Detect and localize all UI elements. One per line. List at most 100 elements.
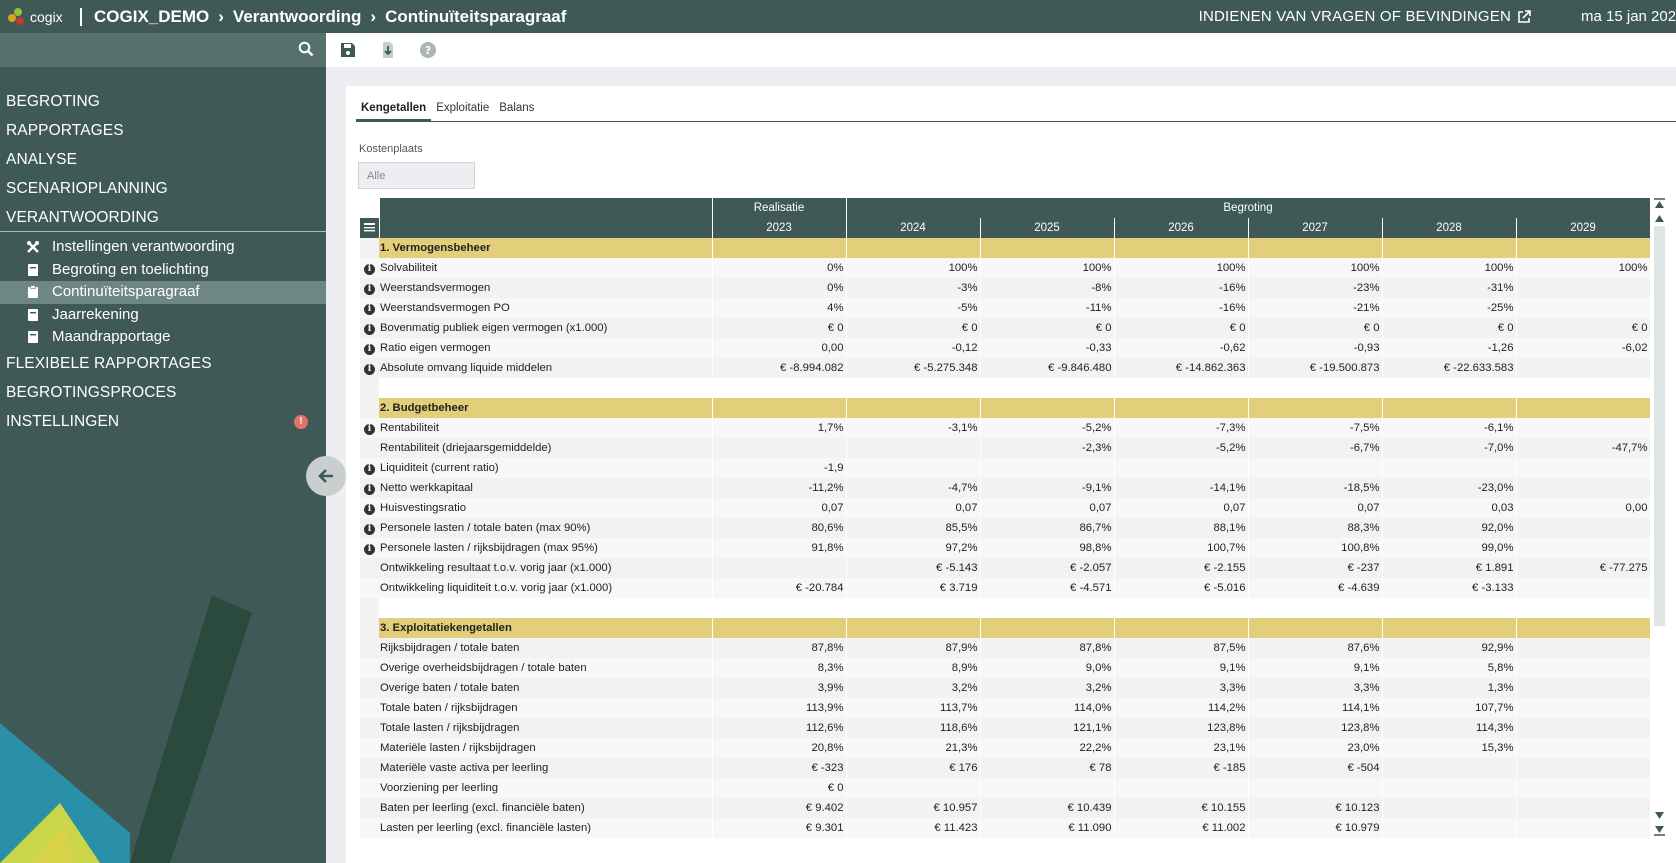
table-row[interactable]: i Weerstandsvermogen 0% -3% -8% -16% -23% -31% — [360, 278, 1651, 298]
info-icon[interactable]: i — [364, 423, 375, 435]
value-cell[interactable]: 8,3% — [712, 658, 847, 678]
value-cell[interactable]: -8% — [980, 278, 1115, 298]
value-cell[interactable]: 85,5% — [846, 518, 981, 538]
value-cell[interactable]: € -20.784 — [712, 578, 847, 598]
value-cell[interactable] — [1382, 798, 1517, 818]
value-cell[interactable]: 3,3% — [1114, 678, 1249, 698]
value-cell[interactable]: € 0 — [712, 778, 847, 798]
info-icon[interactable]: i — [364, 343, 375, 355]
value-cell[interactable]: -3% — [846, 278, 981, 298]
value-cell[interactable]: € -323 — [712, 758, 847, 778]
table-row[interactable]: Overige baten / totale baten 3,9% 3,2% 3,2%… — [360, 678, 1651, 698]
table-row[interactable]: Totale lasten / rijksbijdragen 112,6% 118,… — [360, 718, 1651, 738]
value-cell[interactable] — [1516, 418, 1651, 438]
value-cell[interactable]: -3,1% — [846, 418, 981, 438]
value-cell[interactable]: 114,2% — [1114, 698, 1249, 718]
scroll-down-icon[interactable] — [1653, 810, 1666, 822]
value-cell[interactable]: 4% — [712, 298, 847, 318]
value-cell[interactable] — [1516, 638, 1651, 658]
value-cell[interactable] — [980, 458, 1115, 478]
value-cell[interactable]: 87,6% — [1248, 638, 1383, 658]
table-row[interactable]: i Huisvestingsratio 0,07 0,07 0,07 0,07 0,07 0,… — [360, 498, 1651, 518]
table-row[interactable]: i Netto werkkapitaal -11,2% -4,7% -9,1% -14,1… — [360, 478, 1651, 498]
value-cell[interactable]: 100,8% — [1248, 538, 1383, 558]
value-cell[interactable]: 87,5% — [1114, 638, 1249, 658]
value-cell[interactable] — [1382, 778, 1517, 798]
value-cell[interactable] — [712, 558, 847, 578]
value-cell[interactable]: € -5.143 — [846, 558, 981, 578]
table-row[interactable]: Ontwikkeling liquiditeit t.o.v. vorig ja… — [360, 578, 1651, 598]
sidebar-item-scenarioplanning[interactable]: SCENARIOPLANNING — [6, 180, 168, 197]
value-cell[interactable]: € -5.016 — [1114, 578, 1249, 598]
value-cell[interactable]: € 10.123 — [1248, 798, 1383, 818]
value-cell[interactable] — [712, 438, 847, 458]
value-cell[interactable]: € -14.862.363 — [1114, 358, 1249, 378]
value-cell[interactable]: 87,8% — [712, 638, 847, 658]
value-cell[interactable]: -7,0% — [1382, 438, 1517, 458]
value-cell[interactable]: 118,6% — [846, 718, 981, 738]
info-icon[interactable]: i — [364, 323, 375, 335]
breadcrumb-item[interactable]: COGIX_DEMO — [94, 6, 210, 26]
value-cell[interactable] — [1516, 778, 1651, 798]
value-cell[interactable] — [1382, 758, 1517, 778]
value-cell[interactable]: -18,5% — [1248, 478, 1383, 498]
value-cell[interactable]: -6,7% — [1248, 438, 1383, 458]
table-row[interactable]: i Absolute omvang liquide middelen € -8.99… — [360, 358, 1651, 378]
value-cell[interactable]: 3,2% — [846, 678, 981, 698]
column-settings-button[interactable] — [360, 218, 380, 238]
value-cell[interactable]: 97,2% — [846, 538, 981, 558]
report-issues-link[interactable]: INDIENEN VAN VRAGEN OF BEVINDINGEN — [1199, 8, 1531, 25]
sidebar-item-rapportages[interactable]: RAPPORTAGES — [6, 122, 124, 139]
value-cell[interactable]: € 9.301 — [712, 818, 847, 838]
value-cell[interactable]: 114,1% — [1248, 698, 1383, 718]
tab-kengetallen[interactable]: Kengetallen — [356, 100, 432, 121]
value-cell[interactable] — [980, 778, 1115, 798]
value-cell[interactable] — [846, 778, 981, 798]
value-cell[interactable]: 80,6% — [712, 518, 847, 538]
value-cell[interactable]: € -9.846.480 — [980, 358, 1115, 378]
tab-balans[interactable]: Balans — [499, 102, 535, 114]
value-cell[interactable]: 91,8% — [712, 538, 847, 558]
value-cell[interactable]: 86,7% — [980, 518, 1115, 538]
value-cell[interactable]: -16% — [1114, 298, 1249, 318]
search-icon[interactable] — [298, 41, 314, 57]
table-row[interactable]: Lasten per leerling (excl. financiële la… — [360, 818, 1651, 838]
value-cell[interactable]: 23,1% — [1114, 738, 1249, 758]
value-cell[interactable]: € 176 — [846, 758, 981, 778]
sidebar-subitem-instellingen-verantwoording[interactable]: Instellingen verantwoording — [0, 236, 326, 259]
value-cell[interactable]: 114,3% — [1382, 718, 1517, 738]
sidebar-item-begrotingsproces[interactable]: BEGROTINGSPROCES — [6, 383, 177, 401]
value-cell[interactable]: 0,00 — [712, 338, 847, 358]
value-cell[interactable]: € -3.133 — [1382, 578, 1517, 598]
value-cell[interactable]: 8,9% — [846, 658, 981, 678]
value-cell[interactable]: 23,0% — [1248, 738, 1383, 758]
scroll-bottom-icon[interactable] — [1653, 824, 1666, 836]
value-cell[interactable]: 113,7% — [846, 698, 981, 718]
value-cell[interactable]: 20,8% — [712, 738, 847, 758]
info-icon[interactable]: i — [364, 463, 375, 475]
value-cell[interactable]: 0,03 — [1382, 498, 1517, 518]
value-cell[interactable]: € 0 — [846, 318, 981, 338]
value-cell[interactable]: 123,8% — [1114, 718, 1249, 738]
value-cell[interactable]: € 11.002 — [1114, 818, 1249, 838]
value-cell[interactable]: 0,07 — [1114, 498, 1249, 518]
table-row[interactable]: Materiële lasten / rijksbijdragen 20,8% 21… — [360, 738, 1651, 758]
value-cell[interactable]: -4,7% — [846, 478, 981, 498]
value-cell[interactable]: € -504 — [1248, 758, 1383, 778]
info-icon[interactable]: i — [364, 263, 375, 275]
value-cell[interactable]: 114,0% — [980, 698, 1115, 718]
value-cell[interactable]: -0,93 — [1248, 338, 1383, 358]
value-cell[interactable] — [1114, 458, 1249, 478]
save-button[interactable] — [338, 40, 358, 60]
value-cell[interactable]: 0% — [712, 278, 847, 298]
table-row[interactable]: i Bovenmatig publiek eigen vermogen (x1.0… — [360, 318, 1651, 338]
table-row[interactable]: i Personele lasten / rijksbijdragen (max … — [360, 538, 1651, 558]
value-cell[interactable]: € -4.571 — [980, 578, 1115, 598]
value-cell[interactable]: 88,1% — [1114, 518, 1249, 538]
value-cell[interactable] — [846, 438, 981, 458]
value-cell[interactable]: € 0 — [1382, 318, 1517, 338]
value-cell[interactable]: 0,00 — [1516, 498, 1651, 518]
value-cell[interactable]: 98,8% — [980, 538, 1115, 558]
table-row[interactable]: i Rentabiliteit 1,7% -3,1% -5,2% -7,3% -7,5% -6… — [360, 418, 1651, 438]
value-cell[interactable]: -47,7% — [1516, 438, 1651, 458]
